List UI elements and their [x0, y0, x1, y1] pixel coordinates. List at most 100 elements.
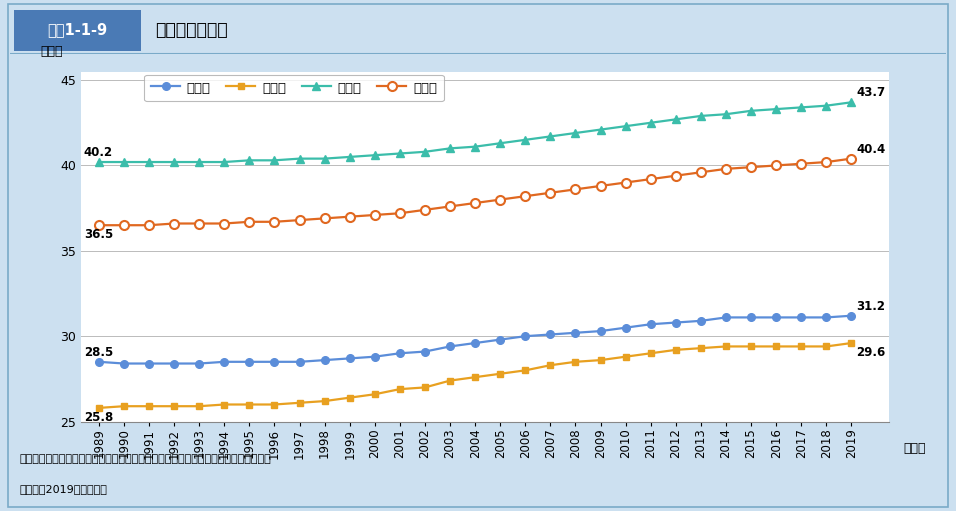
再婚夫	[720, 111, 731, 118]
初婚妻	[695, 345, 706, 351]
Text: 29.6: 29.6	[857, 346, 885, 359]
初婚妻	[143, 403, 155, 409]
Text: 43.7: 43.7	[857, 86, 885, 99]
Text: （歳）: （歳）	[41, 44, 63, 58]
再婚夫	[519, 137, 531, 143]
再婚夫	[269, 157, 280, 164]
再婚夫	[846, 99, 858, 105]
再婚夫	[420, 149, 431, 155]
初婚妻	[795, 343, 807, 350]
再婚夫	[695, 113, 706, 119]
初婚夫	[795, 314, 807, 320]
初婚夫	[119, 360, 130, 366]
再婚妻	[519, 193, 531, 199]
Bar	[14, 10, 141, 51]
初婚夫	[820, 314, 832, 320]
再婚夫	[168, 159, 180, 165]
初婚夫	[746, 314, 757, 320]
再婚妻	[119, 222, 130, 228]
再婚妻	[494, 197, 506, 203]
初婚妻	[469, 374, 481, 380]
再婚妻	[820, 159, 832, 165]
再婚夫	[319, 155, 331, 161]
初婚妻	[670, 347, 682, 353]
初婚妻	[193, 403, 205, 409]
初婚妻	[369, 391, 380, 398]
初婚夫	[695, 318, 706, 324]
再婚妻	[244, 219, 255, 225]
再婚夫	[619, 123, 631, 129]
再婚妻	[269, 219, 280, 225]
初婚妻	[771, 343, 782, 350]
初婚夫	[445, 343, 456, 350]
再婚妻	[445, 203, 456, 210]
再婚夫	[143, 159, 155, 165]
初婚夫	[369, 354, 380, 360]
再婚妻	[168, 220, 180, 226]
初婚夫	[469, 340, 481, 346]
初婚妻	[746, 343, 757, 350]
Text: 図表1-1-9: 図表1-1-9	[47, 22, 107, 37]
初婚妻	[269, 402, 280, 408]
初婚夫	[420, 349, 431, 355]
初婚妻	[645, 350, 657, 356]
再婚妻	[319, 215, 331, 221]
初婚夫	[143, 360, 155, 366]
再婚夫	[369, 152, 380, 158]
初婚夫	[645, 321, 657, 328]
再婚夫	[193, 159, 205, 165]
再婚妻	[344, 214, 356, 220]
初婚夫	[519, 333, 531, 339]
初婚夫	[293, 359, 305, 365]
再婚妻	[645, 176, 657, 182]
再婚妻	[93, 222, 104, 228]
初婚妻	[394, 386, 405, 392]
初婚妻	[244, 402, 255, 408]
再婚夫	[344, 154, 356, 160]
初婚夫	[771, 314, 782, 320]
初婚夫	[545, 332, 556, 338]
再婚夫	[119, 159, 130, 165]
Text: （注）　2019年は概数。: （注） 2019年は概数。	[19, 483, 107, 494]
初婚夫	[570, 330, 581, 336]
初婚夫	[93, 359, 104, 365]
再婚妻	[570, 187, 581, 193]
初婚妻	[168, 403, 180, 409]
初婚夫	[244, 359, 255, 365]
Line: 再婚夫: 再婚夫	[95, 99, 856, 166]
再婚夫	[670, 117, 682, 123]
再婚妻	[394, 210, 405, 216]
Text: 31.2: 31.2	[857, 299, 885, 313]
再婚夫	[494, 140, 506, 146]
初婚妻	[494, 370, 506, 377]
初婚妻	[219, 402, 230, 408]
再婚夫	[820, 103, 832, 109]
再婚妻	[143, 222, 155, 228]
再婚妻	[293, 217, 305, 223]
再婚妻	[846, 155, 858, 161]
Text: （年）: （年）	[903, 442, 926, 455]
再婚妻	[193, 220, 205, 226]
再婚妻	[595, 183, 606, 189]
再婚夫	[795, 104, 807, 110]
再婚夫	[771, 106, 782, 112]
初婚妻	[846, 340, 858, 346]
Line: 初婚夫: 初婚夫	[95, 312, 856, 367]
初婚妻	[545, 362, 556, 368]
初婚妻	[445, 378, 456, 384]
初婚夫	[394, 350, 405, 356]
初婚妻	[293, 400, 305, 406]
初婚妻	[619, 354, 631, 360]
Text: 資料：厄生労働省政策統括官付参事官付人口動態・保健社会統計室「人口動態統計」: 資料：厄生労働省政策統括官付参事官付人口動態・保健社会統計室「人口動態統計」	[19, 454, 271, 464]
初婚妻	[319, 398, 331, 404]
再婚夫	[244, 157, 255, 164]
Text: 婚姻年齢の推移: 婚姻年齢の推移	[155, 21, 228, 39]
再婚妻	[369, 212, 380, 218]
Text: 25.8: 25.8	[84, 411, 113, 424]
再婚夫	[645, 120, 657, 126]
再婚妻	[746, 164, 757, 170]
初婚夫	[269, 359, 280, 365]
再婚妻	[795, 160, 807, 167]
再婚妻	[670, 173, 682, 179]
再婚夫	[595, 127, 606, 133]
